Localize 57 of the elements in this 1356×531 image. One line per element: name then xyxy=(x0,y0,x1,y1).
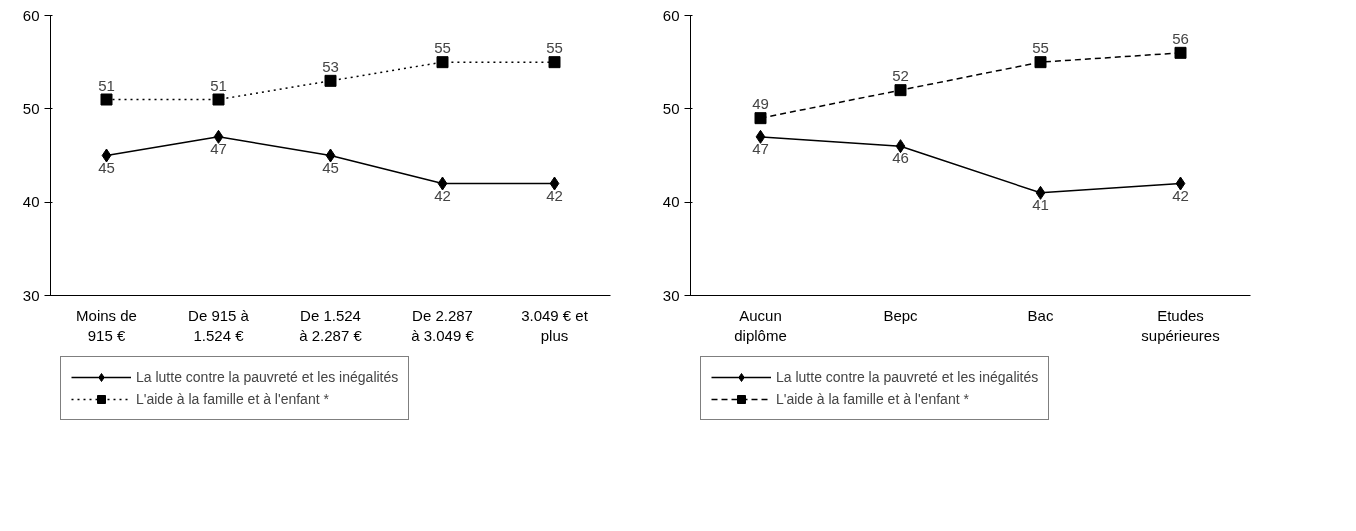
x-tick-label: Etudes supérieures xyxy=(1141,306,1220,344)
data-label: 47 xyxy=(752,139,769,157)
point xyxy=(754,112,767,125)
data-label: 42 xyxy=(1172,186,1189,204)
x-tick-label: De 915 à 1.524 € xyxy=(188,306,250,344)
y-tick-label: 30 xyxy=(22,286,40,304)
point xyxy=(324,74,337,87)
point xyxy=(1174,46,1187,59)
point xyxy=(1035,185,1046,200)
x-tick-label: Bac xyxy=(1027,306,1054,324)
y-tick-label: 50 xyxy=(662,99,680,117)
data-label: 53 xyxy=(322,57,339,75)
point xyxy=(213,129,224,144)
data-label: 51 xyxy=(98,76,115,94)
data-label: 47 xyxy=(210,139,227,157)
point xyxy=(548,56,561,69)
point xyxy=(894,84,907,97)
point xyxy=(212,93,225,106)
point xyxy=(895,139,906,154)
x-tick-label: De 1.524 à 2.287 € xyxy=(299,306,363,344)
data-label: 52 xyxy=(892,67,909,85)
data-label: 56 xyxy=(1172,29,1189,47)
point xyxy=(437,176,448,191)
point xyxy=(100,93,113,106)
legend-label: La lutte contre la pauvreté et les inégalités xyxy=(136,369,399,385)
data-label: 45 xyxy=(322,158,339,176)
x-tick-label: De 2.287 à 3.049 € xyxy=(411,306,475,344)
x-tick-label: Aucun diplôme xyxy=(734,306,787,344)
data-label: 51 xyxy=(210,76,227,94)
point xyxy=(549,176,560,191)
y-tick-label: 60 xyxy=(22,6,40,24)
data-label: 41 xyxy=(1032,195,1049,213)
data-label: 45 xyxy=(98,158,115,176)
y-tick-label: 40 xyxy=(22,193,40,211)
y-tick-label: 40 xyxy=(662,193,680,211)
data-label: 55 xyxy=(546,39,563,57)
data-label: 46 xyxy=(892,149,909,167)
y-tick-label: 30 xyxy=(662,286,680,304)
data-label: 42 xyxy=(434,186,451,204)
point xyxy=(1175,176,1186,191)
point xyxy=(755,129,766,144)
point xyxy=(101,148,112,163)
x-tick-label: Bepc xyxy=(883,306,919,324)
y-tick-label: 60 xyxy=(662,6,680,24)
legend-label: L'aide à la famille et à l'enfant * xyxy=(776,391,969,407)
point xyxy=(325,148,336,163)
data-label: 49 xyxy=(752,95,769,113)
legend-label: La lutte contre la pauvreté et les inégalités xyxy=(776,369,1039,385)
data-label: 55 xyxy=(1032,39,1049,57)
point xyxy=(1034,56,1047,69)
legend-label: L'aide à la famille et à l'enfant * xyxy=(136,391,329,407)
data-label: 42 xyxy=(546,186,563,204)
point xyxy=(436,56,449,69)
y-tick-label: 50 xyxy=(22,99,40,117)
x-tick-label: 3.049 € et plus xyxy=(521,306,589,344)
data-label: 55 xyxy=(434,39,451,57)
x-tick-label: Moins de 915 € xyxy=(76,306,137,344)
